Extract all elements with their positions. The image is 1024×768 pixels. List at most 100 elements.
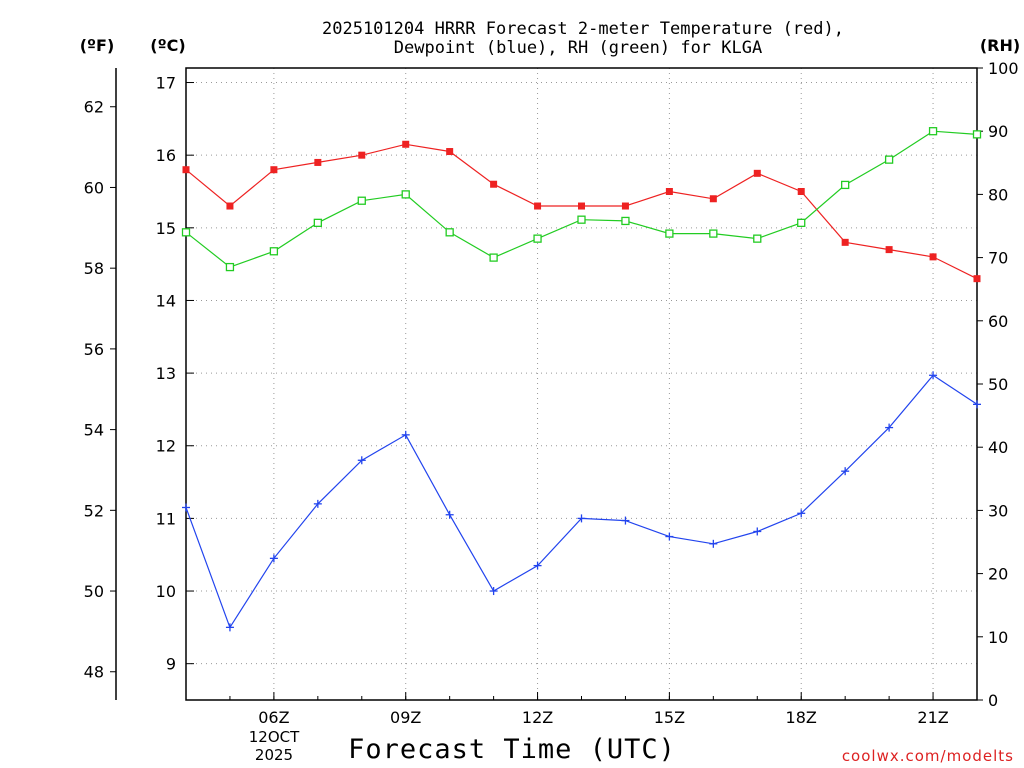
dewpoint-point	[313, 499, 322, 508]
chart-title-line2: Dewpoint (blue), RH (green) for KLGA	[394, 38, 762, 58]
rh-point	[357, 196, 366, 205]
rh-tick-label: 90	[988, 122, 1008, 141]
temperature-point	[929, 253, 937, 261]
dewpoint-point	[445, 510, 454, 519]
rh-point	[313, 218, 322, 227]
dewpoint-point	[533, 561, 542, 570]
rh-tick-label: 70	[988, 249, 1008, 268]
dewpoint-point	[885, 423, 894, 432]
dewpoint-point	[489, 587, 498, 596]
rh-tick-label: 50	[988, 375, 1008, 394]
x-tick-label: 18Z	[786, 708, 817, 727]
rh-tick-label: 80	[988, 185, 1008, 204]
dewpoint-point	[225, 623, 234, 632]
x-axis-title: Forecast Time (UTC)	[348, 734, 676, 765]
x-tick-label: 12Z	[522, 708, 553, 727]
rh-tick-label: 60	[988, 312, 1008, 331]
temperature-point	[797, 187, 805, 195]
rh-point	[225, 262, 235, 272]
dewpoint-point	[929, 371, 938, 380]
temperature-point	[665, 187, 673, 195]
temperature-point	[973, 275, 981, 283]
dewpoint-point	[577, 514, 586, 523]
x-tick-label: 21Z	[917, 708, 948, 727]
dewpoint-point	[753, 527, 762, 536]
rh-point	[621, 216, 630, 226]
temperature-point	[885, 246, 893, 254]
temperature-point	[490, 180, 498, 188]
rh-point	[972, 130, 982, 139]
c-tick-label: 13	[156, 364, 176, 383]
x-tick-label: 15Z	[654, 708, 685, 727]
celsius-unit-label: (ºC)	[150, 36, 185, 55]
watermark: coolwx.com/modelts	[842, 747, 1014, 765]
temperature-point	[534, 202, 542, 210]
temperature-point	[358, 151, 366, 159]
dewpoint-point	[797, 509, 806, 518]
rh-tick-label: 10	[988, 628, 1008, 647]
rh-point	[797, 218, 806, 227]
rh-unit-label: (RH)	[980, 36, 1020, 55]
c-tick-label: 11	[156, 509, 176, 528]
rh-point	[181, 228, 191, 237]
temperature-point	[226, 202, 234, 210]
c-tick-label: 12	[156, 437, 176, 456]
x-date-label-month: 12OCT	[249, 728, 300, 746]
rh-tick-label: 20	[988, 565, 1008, 584]
rh-tick-label: 100	[988, 59, 1019, 78]
dewpoint-point	[709, 539, 718, 548]
rh-point	[489, 253, 498, 262]
temperature-point	[402, 140, 410, 148]
dewpoint-point	[973, 400, 981, 409]
temperature-point	[446, 148, 454, 156]
x-tick-label: 09Z	[390, 708, 421, 727]
f-tick-label: 58	[84, 259, 104, 278]
c-tick-label: 16	[156, 146, 176, 165]
temperature-point	[841, 238, 849, 246]
rh-point	[445, 228, 454, 237]
f-tick-label: 52	[84, 501, 104, 520]
fahrenheit-unit-label: (ºF)	[80, 36, 115, 55]
f-tick-label: 62	[84, 98, 104, 117]
f-tick-label: 54	[84, 421, 104, 440]
rh-tick-label: 30	[988, 501, 1008, 520]
rh-point	[709, 229, 718, 238]
dewpoint-point	[665, 532, 674, 541]
f-tick-label: 60	[84, 178, 104, 197]
c-tick-label: 10	[156, 582, 176, 601]
temperature-point	[578, 202, 585, 210]
c-tick-label: 17	[156, 74, 176, 93]
series-layer	[181, 127, 982, 632]
rh-point	[928, 127, 938, 136]
x-tick-label: 06Z	[258, 708, 289, 727]
f-tick-label: 56	[84, 340, 104, 359]
temperature-point	[709, 195, 717, 203]
dewpoint-point	[182, 503, 190, 512]
axes: 9 10 11 12 13 14 15 16 17 06Z 09Z 12Z 15Z 18Z 21Z 48 50 5…	[84, 59, 1019, 727]
c-tick-label: 15	[156, 219, 176, 238]
temperature-point	[621, 202, 629, 210]
dewpoint-point	[621, 516, 630, 525]
temperature-point	[270, 166, 278, 174]
dewpoint-point	[269, 554, 278, 563]
temperature-point	[314, 158, 322, 166]
f-tick-label: 50	[84, 582, 104, 601]
dewpoint-point	[357, 456, 366, 465]
rh-point	[753, 234, 762, 243]
rh-tick-label: 0	[988, 691, 998, 710]
rh-point	[533, 234, 542, 243]
temperature-point	[182, 166, 190, 174]
rh-point	[577, 215, 586, 224]
temperature-point	[753, 169, 761, 177]
rh-point	[665, 229, 674, 238]
dewpoint-point	[841, 467, 850, 476]
c-tick-label: 14	[156, 291, 176, 310]
rh-point	[269, 247, 279, 256]
rh-point	[841, 180, 850, 190]
c-tick-label: 9	[166, 655, 176, 674]
f-tick-label: 48	[84, 663, 104, 682]
rh-tick-label: 40	[988, 438, 1008, 457]
dewpoint-point	[401, 430, 410, 439]
x-date-label-year: 2025	[255, 746, 293, 764]
